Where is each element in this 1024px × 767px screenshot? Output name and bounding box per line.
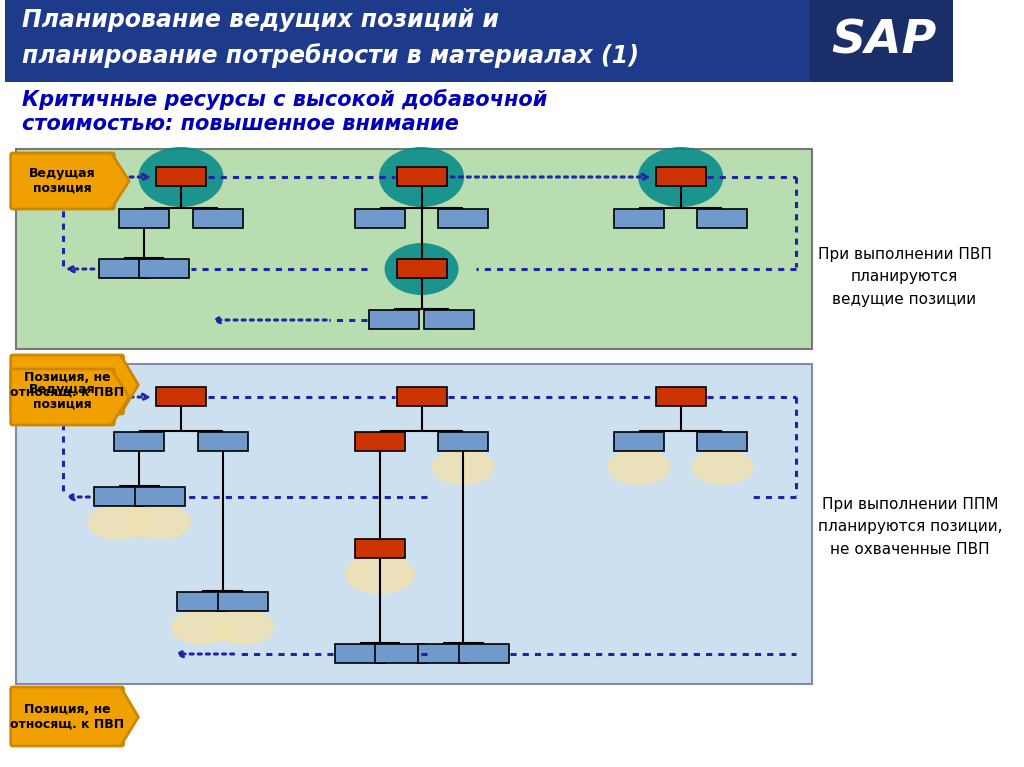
FancyBboxPatch shape xyxy=(810,0,952,82)
FancyBboxPatch shape xyxy=(355,539,404,558)
FancyBboxPatch shape xyxy=(355,432,404,451)
Text: стоимостью: повышенное внимание: стоимостью: повышенное внимание xyxy=(22,114,459,134)
FancyBboxPatch shape xyxy=(424,310,474,329)
FancyBboxPatch shape xyxy=(177,592,227,611)
FancyBboxPatch shape xyxy=(156,167,206,186)
Text: Планирование ведущих позиций и: Планирование ведущих позиций и xyxy=(22,8,499,32)
FancyBboxPatch shape xyxy=(459,644,509,663)
FancyBboxPatch shape xyxy=(94,487,144,506)
FancyBboxPatch shape xyxy=(335,644,385,663)
Ellipse shape xyxy=(379,147,464,207)
FancyBboxPatch shape xyxy=(438,209,488,228)
FancyBboxPatch shape xyxy=(10,355,124,414)
FancyBboxPatch shape xyxy=(135,487,184,506)
FancyBboxPatch shape xyxy=(10,153,115,209)
FancyBboxPatch shape xyxy=(375,644,425,663)
Ellipse shape xyxy=(212,609,274,645)
Text: Позиция, не
относящ. к ПВП: Позиция, не относящ. к ПВП xyxy=(10,371,124,399)
Ellipse shape xyxy=(138,147,223,207)
Ellipse shape xyxy=(171,609,233,645)
FancyBboxPatch shape xyxy=(115,432,164,451)
FancyBboxPatch shape xyxy=(5,0,952,82)
FancyBboxPatch shape xyxy=(614,432,664,451)
Text: При выполнении ПВП
планируются
ведущие позиции: При выполнении ПВП планируются ведущие п… xyxy=(817,247,991,307)
FancyBboxPatch shape xyxy=(119,209,169,228)
FancyBboxPatch shape xyxy=(355,209,404,228)
Ellipse shape xyxy=(638,147,723,207)
Ellipse shape xyxy=(432,449,495,485)
Ellipse shape xyxy=(345,554,415,594)
FancyBboxPatch shape xyxy=(697,209,748,228)
FancyBboxPatch shape xyxy=(396,167,446,186)
Text: SAP: SAP xyxy=(831,18,937,64)
Text: планирование потребности в материалах (1): планирование потребности в материалах (1… xyxy=(22,44,639,68)
Polygon shape xyxy=(113,371,129,423)
Text: Ведущая
позиция: Ведущая позиция xyxy=(30,167,96,195)
Polygon shape xyxy=(122,357,138,412)
Ellipse shape xyxy=(691,449,754,485)
Text: При выполнении ППМ
планируются позиции,
не охваченные ПВП: При выполнении ППМ планируются позиции, … xyxy=(817,497,1002,557)
FancyBboxPatch shape xyxy=(369,310,419,329)
FancyBboxPatch shape xyxy=(396,387,446,406)
FancyBboxPatch shape xyxy=(98,259,148,278)
FancyBboxPatch shape xyxy=(697,432,748,451)
Text: Позиция, не
относящ. к ПВП: Позиция, не относящ. к ПВП xyxy=(10,703,124,731)
FancyBboxPatch shape xyxy=(655,387,706,406)
FancyBboxPatch shape xyxy=(156,387,206,406)
Polygon shape xyxy=(122,689,138,744)
FancyBboxPatch shape xyxy=(139,259,189,278)
Ellipse shape xyxy=(128,504,191,540)
FancyBboxPatch shape xyxy=(193,209,243,228)
FancyBboxPatch shape xyxy=(396,259,446,278)
FancyBboxPatch shape xyxy=(438,432,488,451)
FancyBboxPatch shape xyxy=(16,364,812,684)
FancyBboxPatch shape xyxy=(16,149,812,349)
Text: Критичные ресурсы с высокой добавочной: Критичные ресурсы с высокой добавочной xyxy=(22,90,547,110)
FancyBboxPatch shape xyxy=(10,369,115,425)
FancyBboxPatch shape xyxy=(10,687,124,746)
Text: © SAP AG 2003: © SAP AG 2003 xyxy=(22,718,131,732)
Ellipse shape xyxy=(87,504,151,540)
Ellipse shape xyxy=(607,449,671,485)
Text: Ведущая
позиция: Ведущая позиция xyxy=(30,383,96,411)
FancyBboxPatch shape xyxy=(418,644,468,663)
FancyBboxPatch shape xyxy=(614,209,664,228)
FancyBboxPatch shape xyxy=(655,167,706,186)
Polygon shape xyxy=(113,155,129,207)
FancyBboxPatch shape xyxy=(198,432,248,451)
Ellipse shape xyxy=(385,243,459,295)
FancyBboxPatch shape xyxy=(218,592,268,611)
